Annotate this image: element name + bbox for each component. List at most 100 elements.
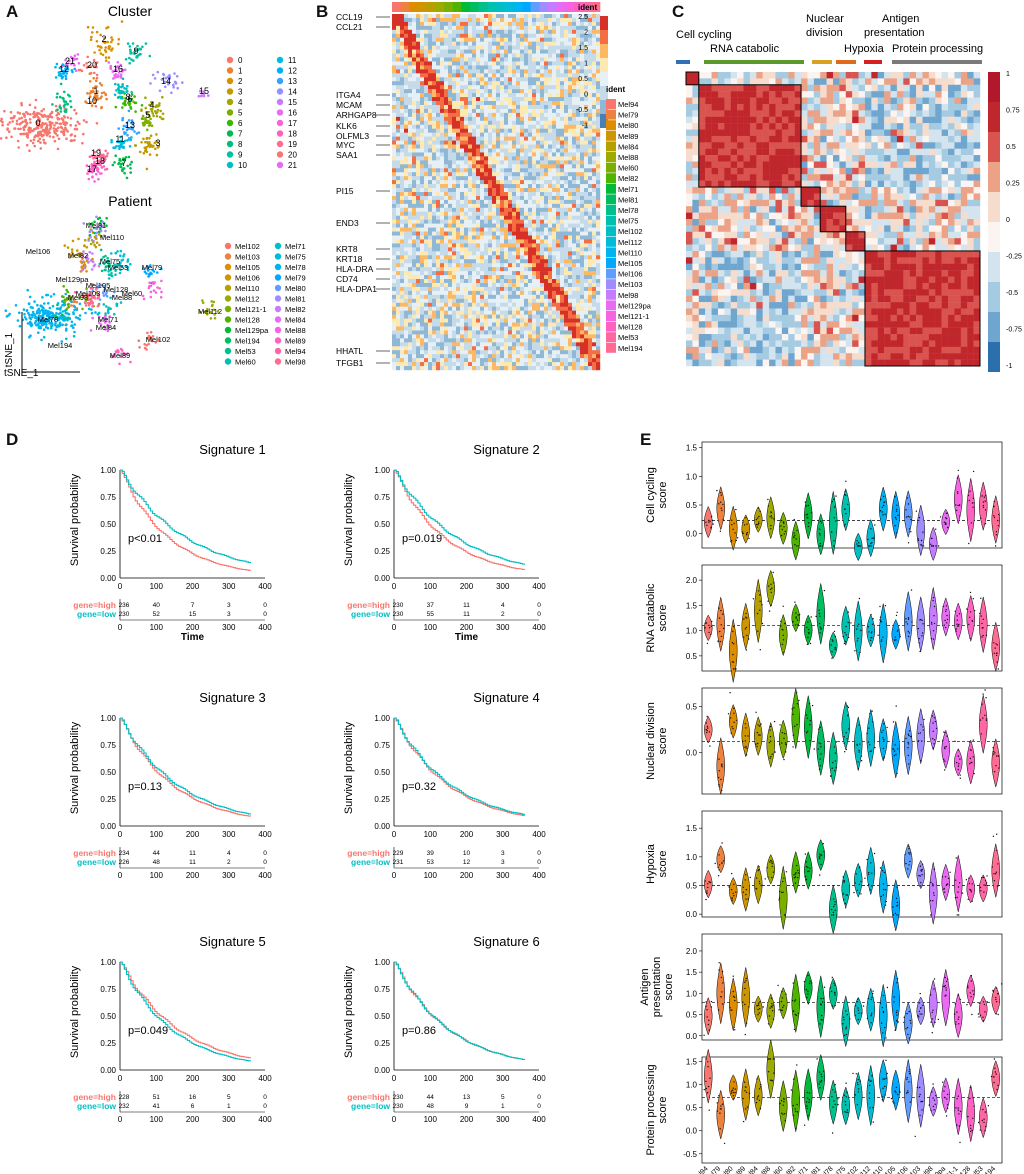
heatmap-cell xyxy=(572,73,577,78)
heatmap-cell xyxy=(400,65,405,70)
heatmap-cell xyxy=(588,211,593,216)
heatmap-cell xyxy=(524,41,529,46)
cluster-point xyxy=(202,94,206,98)
heatmap-cell xyxy=(564,104,569,110)
cluster-point xyxy=(149,134,153,137)
heatmap-cell xyxy=(532,207,537,212)
heatmap-cell xyxy=(584,219,589,224)
patient-point xyxy=(158,287,161,290)
heatmap-cell xyxy=(464,140,469,145)
heatmap-cell xyxy=(480,112,485,118)
cluster-point xyxy=(144,106,148,110)
heatmap-cell xyxy=(596,243,601,248)
heatmap-cell xyxy=(568,61,573,66)
heatmap-cell xyxy=(484,160,489,165)
patient-point xyxy=(78,302,82,306)
heatmap-cell xyxy=(564,148,569,153)
cluster-point xyxy=(62,122,65,125)
heatmap-cell xyxy=(468,172,473,177)
heatmap-cell xyxy=(596,188,601,193)
patient-point xyxy=(102,303,106,306)
heatmap-cell xyxy=(468,168,473,173)
heatmap-cell xyxy=(484,259,489,264)
heatmap-cell xyxy=(524,243,529,248)
cluster-point xyxy=(141,45,144,49)
heatmap-cell xyxy=(412,33,417,38)
patient-legend-label: Mel94 xyxy=(285,347,306,356)
heatmap-cell xyxy=(564,120,569,125)
heatmap-cell xyxy=(508,168,513,173)
cluster-point xyxy=(96,170,100,173)
heatmap-cell xyxy=(468,69,473,74)
heatmap-cell xyxy=(444,247,449,252)
cluster-point xyxy=(29,121,32,124)
heatmap-cell xyxy=(592,172,597,177)
heatmap-cell xyxy=(420,251,425,256)
heatmap-cell xyxy=(436,116,441,121)
heatmap-cell xyxy=(516,17,521,23)
heatmap-cell xyxy=(496,160,501,165)
heatmap-cell xyxy=(532,116,537,121)
heatmap-cell xyxy=(596,255,601,260)
heatmap-cell xyxy=(400,93,405,98)
heatmap-cell xyxy=(424,104,429,110)
heatmap-cell xyxy=(548,259,553,264)
panel-letter-d: D xyxy=(6,430,19,449)
cluster-legend-swatch xyxy=(226,109,234,116)
heatmap-cell xyxy=(540,77,545,82)
heatmap-cell xyxy=(572,227,577,232)
heatmap-cell xyxy=(412,255,417,260)
heatmap-cell xyxy=(424,132,429,137)
heatmap-cell xyxy=(520,176,525,181)
heatmap-cell xyxy=(500,37,505,42)
heatmap-cell xyxy=(580,231,585,236)
heatmap-cell xyxy=(556,243,561,248)
heatmap-cell xyxy=(412,77,417,82)
patient-point xyxy=(94,245,98,249)
heatmap-cell xyxy=(484,235,489,240)
heatmap-cell xyxy=(576,101,581,106)
cluster-point xyxy=(151,112,155,115)
heatmap-cell xyxy=(528,172,533,177)
cluster-point xyxy=(117,38,121,41)
patient-point xyxy=(212,300,216,304)
cluster-point xyxy=(123,87,126,90)
heatmap-cell xyxy=(552,85,557,90)
heatmap-cell xyxy=(552,255,557,260)
cluster-point xyxy=(86,25,90,29)
cluster-point xyxy=(111,163,115,167)
heatmap-cell xyxy=(500,247,505,252)
heatmap-cell xyxy=(504,207,509,212)
cluster-point xyxy=(121,77,125,81)
heatmap-cell xyxy=(524,89,529,94)
heatmap-cell xyxy=(588,81,593,86)
patient-point xyxy=(96,226,99,229)
heatmap-cell xyxy=(556,112,561,118)
heatmap-cell xyxy=(460,207,465,212)
heatmap-cell xyxy=(440,199,445,205)
heatmap-cell xyxy=(460,168,465,173)
heatmap-cell xyxy=(548,176,553,181)
heatmap-cell xyxy=(576,116,581,121)
heatmap-cell xyxy=(532,61,537,66)
heatmap-cell xyxy=(408,37,413,42)
heatmap-cell xyxy=(508,259,513,264)
heatmap-cell xyxy=(568,132,573,137)
cluster-point xyxy=(144,42,148,45)
heatmap-cell xyxy=(568,112,573,118)
heatmap-cell xyxy=(396,227,401,232)
patient-point xyxy=(43,302,46,305)
heatmap-cell xyxy=(456,188,461,193)
heatmap-cell xyxy=(416,37,421,42)
heatmap-cell xyxy=(396,37,401,42)
cluster-point xyxy=(61,72,65,75)
heatmap-cell xyxy=(536,81,541,86)
patient-point xyxy=(41,320,45,324)
heatmap-cell xyxy=(592,160,597,165)
heatmap-cell xyxy=(496,231,501,236)
heatmap-cell xyxy=(428,192,433,197)
heatmap-cell xyxy=(520,21,525,27)
heatmap-cell xyxy=(544,57,549,62)
heatmap-cell xyxy=(440,152,445,157)
heatmap-cell xyxy=(524,140,529,145)
